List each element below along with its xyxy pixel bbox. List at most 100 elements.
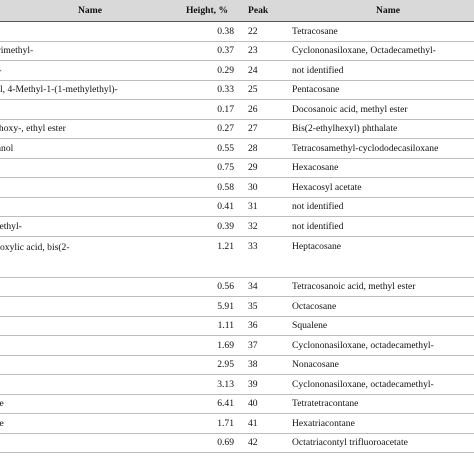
- table-row: Trimethyl- 0.37 23 Cyclononasiloxane, Oc…: [0, 41, 474, 61]
- cell-name-right: Hexacosyl acetate: [288, 177, 474, 198]
- cell-name-left: ethoxy-, ethyl ester: [0, 119, 170, 139]
- table-row: 0.17 26 Docosanoic acid, methyl ester: [0, 99, 474, 120]
- cell-name-right: Octacosane: [288, 296, 474, 317]
- cell-name-left: [0, 158, 170, 178]
- cell-peak: 30: [244, 177, 288, 198]
- cell-name-left: ide: [0, 413, 170, 434]
- cell-height: 0.33: [170, 80, 244, 100]
- cell-name-left: [0, 99, 170, 120]
- cell-peak: 29: [244, 158, 288, 178]
- cell-name-right: Hexacosane: [288, 158, 474, 178]
- table-row: e 5.91 35 Octacosane: [0, 296, 474, 317]
- cell-peak: 26: [244, 99, 288, 120]
- cell-height: 1.11: [170, 316, 244, 336]
- table-row: ide 1.71 41 Hexatriacontane: [0, 413, 474, 434]
- cell-height: 0.37: [170, 41, 244, 61]
- table-row: 1.11 36 Squalene: [0, 316, 474, 336]
- cell-name-right: Cyclononasiloxane, Octadecamethyl-: [288, 41, 474, 61]
- cell-peak: 23: [244, 41, 288, 61]
- cell-name-left: -)-: [0, 60, 170, 81]
- cell-name-left: [0, 197, 170, 217]
- cell-peak: 36: [244, 316, 288, 336]
- cell-name-left: methyl-: [0, 216, 170, 237]
- cell-name-left: [0, 21, 170, 42]
- cell-height: 0.29: [170, 60, 244, 81]
- cell-name-left: l: [0, 177, 170, 198]
- header-name-left: Name: [0, 0, 170, 22]
- cell-name-right: Tetracosane: [288, 21, 474, 42]
- cell-height: 3.13: [170, 374, 244, 395]
- cell-peak: 31: [244, 197, 288, 217]
- cell-height: 1.69: [170, 335, 244, 356]
- cell-name-left: [0, 316, 170, 336]
- table-row: hanol 0.55 28 Tetracosamethyl-cyclododec…: [0, 138, 474, 159]
- cell-peak: 38: [244, 355, 288, 375]
- cell-name-left: [0, 433, 170, 453]
- cell-name-right: not identified: [288, 60, 474, 81]
- cell-height: 2.95: [170, 355, 244, 375]
- cell-name-right: Docosanoic acid, methyl ester: [288, 99, 474, 120]
- cell-height: 1.21: [170, 236, 244, 278]
- cell-name-right: not identified: [288, 197, 474, 217]
- cell-peak: 39: [244, 374, 288, 395]
- cell-height: 0.55: [170, 138, 244, 159]
- table-row: l 0.58 30 Hexacosyl acetate: [0, 177, 474, 198]
- table-row: 2.95 38 Nonacosane: [0, 355, 474, 375]
- cell-height: 1.71: [170, 413, 244, 434]
- table-row: -)- 0.29 24 not identified: [0, 60, 474, 81]
- cell-name-left: hanol: [0, 138, 170, 159]
- table-row: 0.38 22 Tetracosane: [0, 21, 474, 42]
- cell-name-left: -ol, 4-Methyl-1-(1-methylethyl)-: [0, 80, 170, 100]
- cell-peak: 40: [244, 394, 288, 414]
- cell-peak: 22: [244, 21, 288, 42]
- cell-name-right: Tetracosamethyl-cyclododecasiloxane: [288, 138, 474, 159]
- header-height: Height, %: [170, 0, 244, 22]
- cell-name-left: [0, 277, 170, 297]
- table-row: ethoxy-, ethyl ester 0.27 27 Bis(2-ethyl…: [0, 119, 474, 139]
- cell-name-right: Cyclononasiloxane, octadecamethyl-: [288, 335, 474, 356]
- table-row: rboxylic acid, bis(2- 1.21 33 Heptacosan…: [0, 236, 474, 278]
- cell-name-right: Heptacosane: [288, 236, 474, 278]
- cell-name-right: Octatriacontyl trifluoroacetate: [288, 433, 474, 453]
- cell-name-right: Squalene: [288, 316, 474, 336]
- header-peak: Peak: [244, 0, 288, 22]
- table-header-row: Name Height, % Peak Name: [0, 0, 474, 22]
- cell-name-left: [0, 335, 170, 356]
- table-row: -ol, 4-Methyl-1-(1-methylethyl)- 0.33 25…: [0, 80, 474, 100]
- cell-name-left: e: [0, 296, 170, 317]
- cell-name-right: Cyclononasiloxane, octadecamethyl-: [288, 374, 474, 395]
- cell-height: 0.41: [170, 197, 244, 217]
- cell-height: 0.39: [170, 216, 244, 237]
- table-row: ide 6.41 40 Tetratetracontane: [0, 394, 474, 414]
- cell-peak: 35: [244, 296, 288, 317]
- cell-height: 6.41: [170, 394, 244, 414]
- cell-height: 0.38: [170, 21, 244, 42]
- cell-name-right: Tetracosanoic acid, methyl ester: [288, 277, 474, 297]
- cell-height: 0.27: [170, 119, 244, 139]
- cell-peak: 34: [244, 277, 288, 297]
- cell-peak: 25: [244, 80, 288, 100]
- cell-name-left: [0, 355, 170, 375]
- cell-peak: 33: [244, 236, 288, 278]
- cell-peak: 28: [244, 138, 288, 159]
- cell-name-right: Tetratetracontane: [288, 394, 474, 414]
- table-row: 0.75 29 Hexacosane: [0, 158, 474, 178]
- cell-peak: 27: [244, 119, 288, 139]
- cell-peak: 32: [244, 216, 288, 237]
- cell-height: 0.75: [170, 158, 244, 178]
- cell-name-right: Bis(2-ethylhexyl) phthalate: [288, 119, 474, 139]
- cell-name-left: rboxylic acid, bis(2-: [0, 236, 170, 278]
- table-row: 0.69 42 Octatriacontyl trifluoroacetate: [0, 433, 474, 453]
- cell-name-left: Trimethyl-: [0, 41, 170, 61]
- compound-table: Name Height, % Peak Name 0.38 22 Tetraco…: [0, 0, 474, 453]
- header-name-right: Name: [288, 0, 474, 22]
- table-row: methyl- 0.39 32 not identified: [0, 216, 474, 237]
- cell-name-right: not identified: [288, 216, 474, 237]
- cell-height: 0.56: [170, 277, 244, 297]
- cell-peak: 37: [244, 335, 288, 356]
- cell-name-left: [0, 374, 170, 395]
- cell-height: 0.69: [170, 433, 244, 453]
- cell-name-left: ide: [0, 394, 170, 414]
- cell-height: 5.91: [170, 296, 244, 317]
- table-row: 1.69 37 Cyclononasiloxane, octadecamethy…: [0, 335, 474, 356]
